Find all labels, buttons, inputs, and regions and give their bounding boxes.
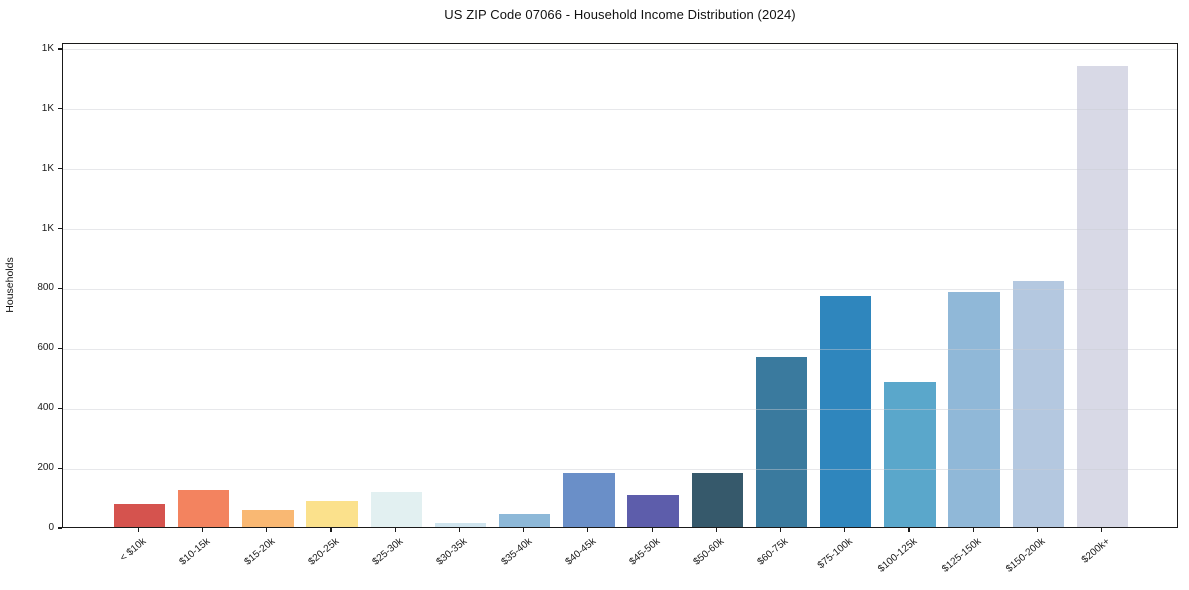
y-tick-label: 0 xyxy=(48,522,54,533)
bar-75-100k xyxy=(820,295,872,527)
x-tick-mark xyxy=(202,528,204,532)
bar-50-60k xyxy=(691,472,743,527)
bar-30-35k xyxy=(434,523,487,527)
bar-layer xyxy=(63,44,1177,527)
bar-45-50k xyxy=(627,494,679,527)
x-tick-mark xyxy=(651,528,653,532)
y-tick-mark xyxy=(58,347,62,349)
y-tick-label: 600 xyxy=(37,342,54,354)
x-tick-label: $30-35k xyxy=(434,536,470,568)
bar-15-20k xyxy=(242,509,294,527)
y-tick-mark xyxy=(58,228,62,230)
y-tick-label: 1K xyxy=(41,42,54,54)
y-tick-mark xyxy=(58,287,62,290)
x-tick-mark xyxy=(137,528,139,532)
x-tick-label: $40-45k xyxy=(563,536,598,568)
bar-20-25k xyxy=(306,501,358,527)
x-tick-label: $200k+ xyxy=(1079,536,1112,566)
bar-150-200k xyxy=(1012,280,1065,527)
x-tick-mark xyxy=(1100,528,1103,532)
y-tick-label: 400 xyxy=(37,402,54,414)
x-tick-mark xyxy=(394,528,396,532)
x-tick-mark xyxy=(1036,528,1038,532)
bar-200k xyxy=(1076,66,1129,527)
x-tick-label: < $10k xyxy=(118,536,149,564)
x-tick-label: $20-25k xyxy=(306,536,342,568)
y-tick-mark xyxy=(58,108,62,110)
x-tick-mark xyxy=(266,528,268,532)
x-tick-label: $125-150k xyxy=(939,536,984,575)
y-tick-mark xyxy=(58,527,62,529)
y-tick-label: 1K xyxy=(41,102,54,114)
bar-35-40k xyxy=(498,514,551,527)
x-tick-mark xyxy=(908,528,910,532)
y-tick-label: 200 xyxy=(37,462,54,474)
bar-10k xyxy=(113,503,166,527)
x-tick-label: $15-20k xyxy=(242,536,277,568)
bar-10-15k xyxy=(177,490,230,527)
x-tick-mark xyxy=(587,528,589,532)
bar-60-75k xyxy=(755,356,808,527)
x-tick-mark xyxy=(715,528,717,532)
x-tick-label: $50-60k xyxy=(691,536,727,568)
x-tick-label: $10-15k xyxy=(177,536,213,568)
x-tick-mark xyxy=(844,528,846,532)
x-tick-label: $75-100k xyxy=(815,536,855,572)
x-tick-label: $100-125k xyxy=(875,536,920,575)
x-tick-label: $25-30k xyxy=(370,536,406,568)
y-tick-label: 800 xyxy=(37,282,54,294)
y-tick-mark xyxy=(58,407,62,409)
x-tick-mark xyxy=(330,528,332,532)
plot-area xyxy=(62,43,1178,528)
x-tick-mark xyxy=(972,528,974,532)
x-tick-label: $35-40k xyxy=(499,536,534,568)
y-tick-mark xyxy=(58,168,62,170)
chart-title: US ZIP Code 07066 - Household Income Dis… xyxy=(444,7,796,22)
x-tick-label: $45-50k xyxy=(627,536,663,568)
y-tick-label: 1K xyxy=(41,162,54,174)
x-tick-mark xyxy=(458,528,461,532)
y-tick-label: 1K xyxy=(41,222,54,234)
x-tick-label: $60-75k xyxy=(755,536,791,568)
y-tick-mark xyxy=(58,48,62,50)
x-tick-mark xyxy=(779,528,782,532)
bar-40-45k xyxy=(563,472,615,527)
x-tick-label: $150-200k xyxy=(1004,536,1048,575)
bar-25-30k xyxy=(370,491,422,527)
bar-100-125k xyxy=(884,381,936,527)
x-tick-mark xyxy=(523,528,525,532)
bar-125-150k xyxy=(948,291,1000,527)
y-tick-mark xyxy=(58,467,62,469)
